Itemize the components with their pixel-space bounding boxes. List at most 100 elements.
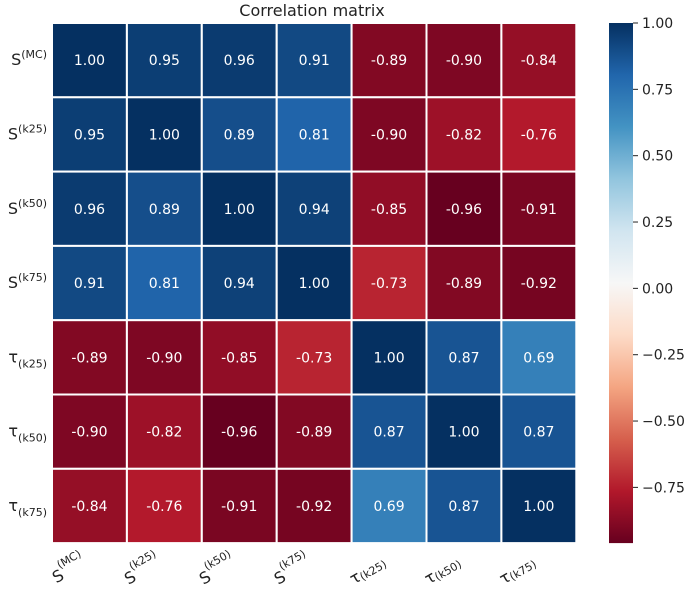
cell-value-label: -0.90 <box>446 53 482 69</box>
colorbar-tick-label: 0.50 <box>642 149 673 165</box>
tick-label-base: S <box>8 124 18 143</box>
colorbar-tick-label: −0.25 <box>642 348 685 364</box>
cell-value-label: 0.81 <box>149 276 180 292</box>
heatmap-cell-r3-c6 <box>500 244 578 322</box>
column-tick-label: τ(k25) <box>346 553 389 589</box>
column-tick-label: S(MC) <box>46 547 90 587</box>
heatmap-cell-r6-c2 <box>200 467 278 545</box>
colorbar-tick-label: 0.25 <box>642 215 673 231</box>
column-tick-label: τ(k50) <box>421 553 464 589</box>
heatmap-cells: 1.00 0.95 0.96 0.91 -0.89 -0.90 -0.84 0.95 1.00 0… <box>51 22 578 545</box>
column-tick-label: τ(k75) <box>496 553 539 589</box>
cell-value-label: 0.95 <box>149 53 180 69</box>
cell-value-label: 1.00 <box>299 276 330 292</box>
tick-label-base: τ <box>8 422 18 441</box>
tick-label-base: τ <box>8 496 18 515</box>
column-tick-label: S(k75) <box>268 547 314 588</box>
heatmap-cell-r0-c5 <box>425 22 503 99</box>
tick-label-base: S <box>11 50 21 69</box>
tick-label-script: (k25) <box>18 357 47 370</box>
tick-label-script: (k25) <box>18 122 47 135</box>
cell-value-label: -0.89 <box>446 276 482 292</box>
heatmap-cell-r2-c3 <box>275 170 353 247</box>
colorbar-tick-label: −0.50 <box>642 414 685 430</box>
cell-value-label: -0.76 <box>146 499 182 515</box>
colorbar-tick-label: −0.75 <box>642 480 685 496</box>
heatmap-cell-r2-c1 <box>125 170 203 247</box>
heatmap-cell-r5-c6 <box>500 393 578 470</box>
cell-value-label: -0.90 <box>146 350 182 366</box>
cell-value-label: 0.94 <box>224 276 255 292</box>
cell-value-label: 0.91 <box>299 53 330 69</box>
cell-value-label: 0.96 <box>224 53 255 69</box>
cell-value-label: -0.73 <box>371 276 407 292</box>
chart-title: Correlation matrix <box>239 1 384 20</box>
heatmap-cell-r6-c6 <box>500 467 578 545</box>
row-labels: S(MC)S(k25)S(k50)S(k75)τ(k25)τ(k50)τ(k75… <box>8 48 47 519</box>
heatmap-cell-r6-c5 <box>425 467 503 545</box>
cell-value-label: -0.84 <box>521 53 557 69</box>
cell-value-label: 0.91 <box>74 276 105 292</box>
heatmap-cell-r4-c2 <box>200 319 278 396</box>
row-tick-label: S(k75) <box>8 271 47 292</box>
heatmap-cell-r3-c5 <box>425 244 503 322</box>
column-labels: S(MC) S(k25) S(k50) S(k75) τ(k25) τ(k50) τ(k75… <box>46 547 539 589</box>
cell-value-label: 1.00 <box>224 202 255 218</box>
column-tick-label: S(k50) <box>193 547 239 588</box>
row-tick-label: S(MC) <box>11 48 47 69</box>
cell-value-label: -0.91 <box>521 202 557 218</box>
heatmap-cell-r1-c0 <box>51 96 128 173</box>
heatmap-cell-r3-c1 <box>125 244 203 322</box>
cell-value-label: -0.92 <box>521 276 557 292</box>
cell-value-label: -0.82 <box>446 127 482 143</box>
colorbar-tick-label: 0.75 <box>642 82 673 98</box>
cell-value-label: -0.89 <box>371 53 407 69</box>
cell-value-label: 0.96 <box>74 202 105 218</box>
tick-label-script: (k25) <box>127 547 159 573</box>
tick-label-script: (MC) <box>21 48 47 61</box>
cell-value-label: -0.85 <box>221 350 257 366</box>
cell-value-label: 0.69 <box>523 350 554 366</box>
tick-label-base: S <box>8 273 18 292</box>
cell-value-label: 0.81 <box>299 127 330 143</box>
heatmap-cell-r5-c0 <box>51 393 128 470</box>
tick-label-script: (MC) <box>55 547 84 571</box>
heatmap-cell-r1-c4 <box>350 96 428 173</box>
cell-value-label: -0.84 <box>71 499 107 515</box>
cell-value-label: 0.69 <box>373 499 404 515</box>
row-tick-label: τ(k50) <box>8 422 47 445</box>
row-tick-label: τ(k25) <box>8 347 47 370</box>
tick-label-script: (k50) <box>18 432 47 445</box>
tick-label-base: S <box>8 199 18 218</box>
cell-value-label: -0.76 <box>521 127 557 143</box>
cell-value-label: -0.90 <box>71 425 107 441</box>
tick-label-script: (k75) <box>277 547 309 573</box>
cell-value-label: -0.85 <box>371 202 407 218</box>
cell-value-label: -0.91 <box>221 499 257 515</box>
heatmap-cell-r2-c4 <box>350 170 428 247</box>
heatmap-cell-r0-c1 <box>125 22 203 99</box>
cell-value-label: 0.94 <box>299 202 330 218</box>
cell-value-label: 0.87 <box>448 350 479 366</box>
heatmap-cell-r5-c1 <box>125 393 203 470</box>
cell-value-label: 1.00 <box>373 350 404 366</box>
tick-label-script: (k25) <box>357 558 389 584</box>
cell-value-label: 1.00 <box>74 53 105 69</box>
heatmap-cell-r0-c0 <box>51 22 128 99</box>
cell-value-label: 0.89 <box>149 202 180 218</box>
row-tick-label: S(k50) <box>8 197 47 218</box>
tick-label-script: (k75) <box>507 558 539 584</box>
heatmap-cell-r2-c5 <box>425 170 503 247</box>
row-tick-label: S(k25) <box>8 122 47 143</box>
cell-value-label: -0.82 <box>146 425 182 441</box>
tick-label-script: (k75) <box>18 271 47 284</box>
cell-value-label: -0.96 <box>221 425 257 441</box>
column-tick-label: S(k25) <box>118 547 164 588</box>
cell-value-label: -0.89 <box>71 350 107 366</box>
heatmap-cell-r3-c0 <box>51 244 128 322</box>
cell-value-label: 1.00 <box>448 425 479 441</box>
heatmap-cell-r2-c2 <box>200 170 278 247</box>
cell-value-label: -0.96 <box>446 202 482 218</box>
tick-label-script: (k50) <box>432 558 464 584</box>
